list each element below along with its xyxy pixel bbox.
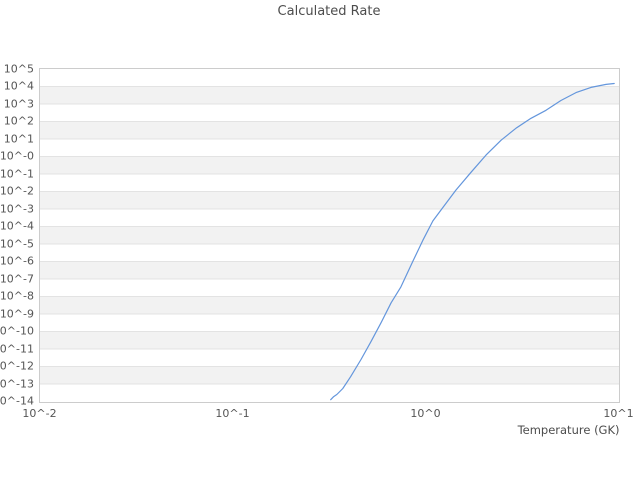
grid-band [39, 86, 619, 104]
y-tick-label: 10^5 [3, 62, 34, 75]
x-tick-label: 10^0 [410, 407, 441, 420]
calculated-rate-curve [329, 82, 615, 401]
y-tick-label: 10^-9 [0, 307, 34, 320]
y-tick-label: 10^4 [3, 79, 34, 93]
x-axis-label: Temperature (GK) [517, 423, 620, 437]
grid-band [39, 191, 619, 209]
y-tick-label: 10^2 [3, 114, 34, 128]
y-tick-label: 10^-0 [0, 149, 34, 163]
grid-band [39, 156, 619, 174]
y-tick-label: 10^-4 [0, 219, 34, 233]
grid-band [39, 226, 619, 244]
y-tick-label: 10^-14 [0, 394, 34, 408]
y-tick-label: 10^-13 [0, 377, 34, 390]
y-tick-label: 10^-11 [0, 342, 34, 355]
grid-band [39, 366, 619, 384]
y-tick-label: 10^-7 [0, 272, 34, 285]
y-tick-label: 10^-5 [0, 237, 34, 250]
grid-band [39, 296, 619, 314]
x-tick-label: 10^-1 [215, 407, 250, 420]
y-tick-label: 10^-6 [0, 254, 34, 268]
y-tick-label: 10^-12 [0, 359, 34, 373]
y-tick-label: 10^-10 [0, 324, 34, 338]
y-tick-label: 10^-8 [0, 289, 34, 303]
y-tick-label: 10^-2 [0, 184, 34, 198]
grid-band [39, 331, 619, 349]
x-tick-label: 10^-2 [22, 407, 57, 420]
plot-svg [39, 82, 619, 401]
y-tick-label: 10^-1 [0, 167, 34, 180]
y-tick-label: 10^3 [3, 97, 34, 110]
plot-area [38, 68, 620, 403]
chart-title: Calculated Rate [277, 4, 381, 19]
grid-band [39, 121, 619, 139]
x-tick-label: 10^1 [603, 407, 634, 420]
grid-band [39, 261, 619, 279]
y-tick-label: 10^1 [3, 132, 34, 145]
y-tick-label: 10^-3 [0, 202, 34, 215]
